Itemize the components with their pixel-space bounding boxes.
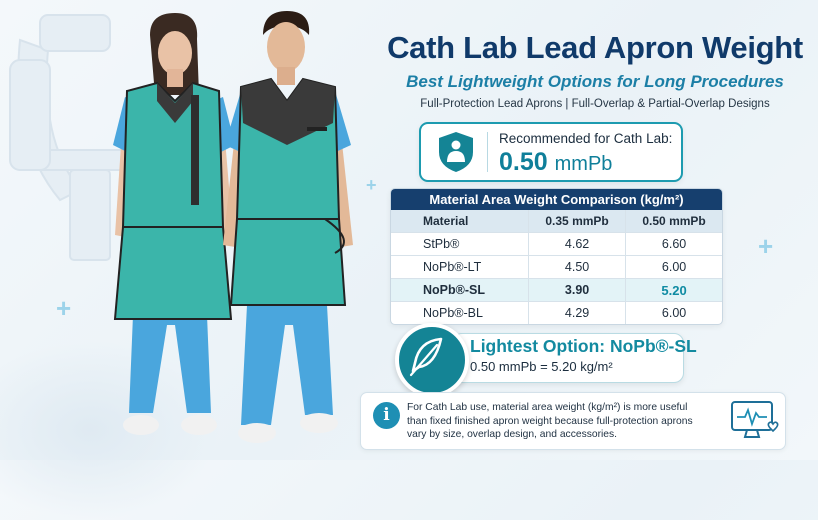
header-material: Material xyxy=(391,210,529,233)
material-cell: StPb® xyxy=(391,232,529,256)
table-row: StPb® 4.62 6.60 xyxy=(391,232,722,256)
table-row: NoPb®-BL 4.29 6.00 xyxy=(391,301,722,324)
plus-decoration-left: + xyxy=(56,293,72,323)
recommendation-card: Recommended for Cath Lab: 0.50 mmPb xyxy=(419,122,683,182)
models-wearing-lead-aprons-photo xyxy=(113,11,353,443)
value-035-cell: 4.50 xyxy=(527,255,626,279)
header-035: 0.35 mmPb xyxy=(527,210,626,233)
table-row: NoPb®-LT 4.50 6.00 xyxy=(391,255,722,279)
info-icon: i xyxy=(373,402,400,429)
value-035-cell: 4.62 xyxy=(527,232,626,256)
page-title: Cath Lab Lead Apron Weight xyxy=(387,30,803,65)
lightest-option-card xyxy=(452,333,684,383)
lightest-option-detail: 0.50 mmPb = 5.20 kg/m² xyxy=(470,359,613,374)
recommendation-unit: mmPb xyxy=(554,153,613,175)
value-050-cell: 6.00 xyxy=(625,301,722,324)
plus-decoration-mid: + xyxy=(366,175,377,195)
design-types-line: Full-Protection Lead Aprons | Full-Overl… xyxy=(420,98,770,110)
recommendation-value: 0.50 mmPb xyxy=(499,148,612,177)
recommendation-number: 0.50 xyxy=(499,148,548,176)
female-model xyxy=(113,13,235,435)
value-050-cell: 5.20 xyxy=(625,278,722,302)
value-050-cell: 6.00 xyxy=(625,255,722,279)
value-035-cell: 3.90 xyxy=(527,278,626,302)
feather-badge xyxy=(395,323,469,397)
table-row-highlighted: NoPb®-SL 3.90 5.20 xyxy=(391,278,722,302)
info-note: i For Cath Lab use, material area weight… xyxy=(360,392,786,450)
material-cell: NoPb®-LT xyxy=(391,255,529,279)
lightest-option-title: Lightest Option: NoPb®-SL xyxy=(470,336,697,356)
page-subtitle: Best Lightweight Options for Long Proced… xyxy=(406,72,784,91)
value-035-cell: 4.29 xyxy=(527,301,626,324)
info-text: For Cath Lab use, material area weight (… xyxy=(407,402,693,440)
table-header-row: Material 0.35 mmPb 0.50 mmPb xyxy=(391,210,722,233)
material-cell: NoPb®-BL xyxy=(391,301,529,324)
feather-icon xyxy=(409,337,443,377)
weight-comparison-table: Material Area Weight Comparison (kg/m²) … xyxy=(390,188,723,325)
header-050: 0.50 mmPb xyxy=(625,210,722,233)
material-cell: NoPb®-SL xyxy=(391,278,529,302)
value-050-cell: 6.60 xyxy=(625,232,722,256)
recommendation-label: Recommended for Cath Lab: xyxy=(499,131,673,146)
comparison-grid: Material 0.35 mmPb 0.50 mmPb StPb® 4.62 … xyxy=(391,210,722,324)
table-title: Material Area Weight Comparison (kg/m²) xyxy=(391,189,722,210)
male-model xyxy=(223,11,353,443)
plus-decoration-right: + xyxy=(758,231,774,261)
heart-monitor-icon xyxy=(731,401,779,438)
recommendation-divider xyxy=(487,132,488,172)
shield-person-icon xyxy=(439,132,473,172)
